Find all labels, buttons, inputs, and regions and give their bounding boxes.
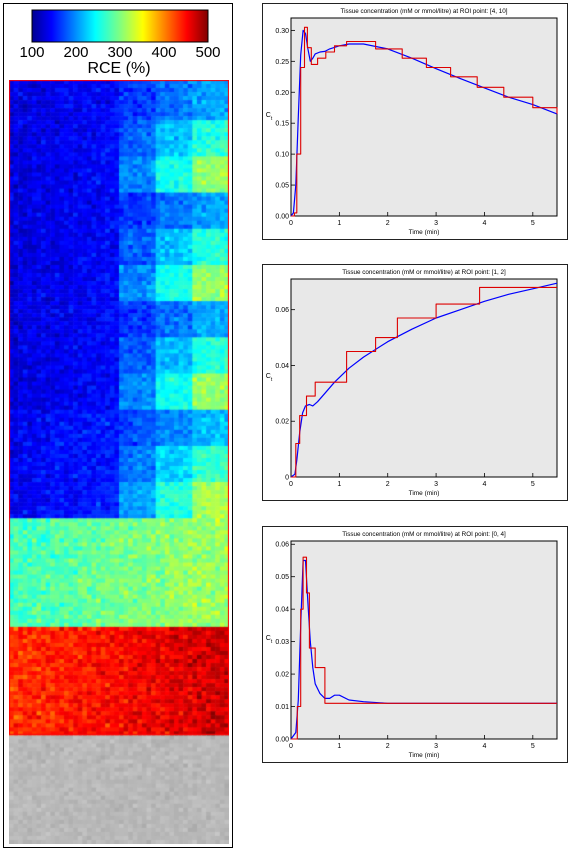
colorbar-tick-400: 400 — [151, 44, 177, 61]
plot-area — [290, 540, 558, 740]
plot-area — [290, 278, 558, 478]
plot-title: Tissue concentration (mM or mmol/litre) … — [340, 8, 507, 15]
x-tick-label: 3 — [434, 481, 438, 488]
plot-title: Tissue concentration (mM or mmol/litre) … — [342, 269, 506, 276]
series-fit-line — [290, 29, 558, 217]
x-tick-label: 1 — [337, 743, 341, 750]
x-tick-label: 2 — [386, 743, 390, 750]
y-tick-label: 0.06 — [275, 542, 289, 549]
series-step-line — [291, 286, 557, 478]
plot-roi-1-2: Tissue concentration (mM or mmol/litre) … — [262, 264, 568, 501]
y-tick-label: 0.02 — [275, 419, 289, 426]
y-tick-label: 0.15 — [275, 121, 289, 128]
x-tick-label: 1 — [337, 220, 341, 227]
x-tick-label: 3 — [434, 220, 438, 227]
colorbar-gradient — [31, 9, 209, 43]
y-tick-label: 0.06 — [275, 307, 289, 314]
colorbar-tick-300: 300 — [107, 44, 133, 61]
x-tick-label: 5 — [531, 220, 535, 227]
y-tick-label: 0.00 — [275, 214, 289, 221]
colorbar-tick-200: 200 — [63, 44, 89, 61]
y-tick-label: 0.03 — [275, 639, 289, 646]
y-tick-label: 0.20 — [275, 90, 289, 97]
x-tick-label: 5 — [531, 481, 535, 488]
x-tick-label: 2 — [386, 220, 390, 227]
colorbar-tick-100: 100 — [19, 44, 45, 61]
y-tick-label: 0.01 — [275, 704, 289, 711]
series-step-line — [291, 26, 558, 217]
plot-area — [290, 17, 558, 217]
plot-roi-0-4: Tissue concentration (mM or mmol/litre) … — [262, 526, 568, 763]
y-tick-label: 0.02 — [275, 672, 289, 679]
x-tick-label: 4 — [483, 220, 487, 227]
x-tick-label: 5 — [531, 743, 535, 750]
x-tick-label: 0 — [289, 481, 293, 488]
plot-title: Tissue concentration (mM or mmol/litre) … — [342, 531, 506, 538]
plot-roi-0-4-svg: Tissue concentration (mM or mmol/litre) … — [266, 531, 558, 759]
y-axis-label: Ct — [266, 373, 273, 383]
y-tick-label: 0.05 — [275, 574, 289, 581]
plot-roi-1-2-svg: Tissue concentration (mM or mmol/litre) … — [266, 269, 558, 497]
y-tick-label: 0.30 — [275, 28, 289, 35]
plot-roi-4-10: Tissue concentration (mM or mmol/litre) … — [262, 3, 568, 240]
y-tick-label: 0.25 — [275, 59, 289, 66]
x-tick-label: 3 — [434, 743, 438, 750]
x-tick-label: 4 — [483, 743, 487, 750]
colorbar-tick-500: 500 — [195, 44, 221, 61]
x-axis-label: Time (min) — [409, 229, 440, 236]
y-axis-label: Ct — [266, 635, 273, 645]
y-tick-label: 0.04 — [275, 607, 289, 614]
x-axis-label: Time (min) — [409, 490, 440, 497]
colorbar — [31, 9, 209, 43]
x-tick-label: 4 — [483, 481, 487, 488]
rce-heatmap — [9, 80, 229, 844]
x-axis-label: Time (min) — [409, 752, 440, 759]
plot-roi-4-10-svg: Tissue concentration (mM or mmol/litre) … — [266, 8, 558, 236]
y-axis-label: Ct — [266, 112, 273, 122]
y-tick-label: 0 — [285, 475, 289, 482]
colorbar-label: RCE (%) — [87, 60, 151, 77]
x-tick-label: 0 — [289, 743, 293, 750]
x-tick-label: 2 — [386, 481, 390, 488]
x-tick-label: 1 — [337, 481, 341, 488]
y-tick-label: 0.00 — [275, 737, 289, 744]
y-tick-label: 0.10 — [275, 152, 289, 159]
x-tick-label: 0 — [289, 220, 293, 227]
rce-map-panel: 100 200 300 400 500 RCE (%) — [3, 3, 233, 848]
y-tick-label: 0.05 — [275, 183, 289, 190]
series-step-line — [291, 556, 557, 740]
y-tick-label: 0.04 — [275, 363, 289, 370]
